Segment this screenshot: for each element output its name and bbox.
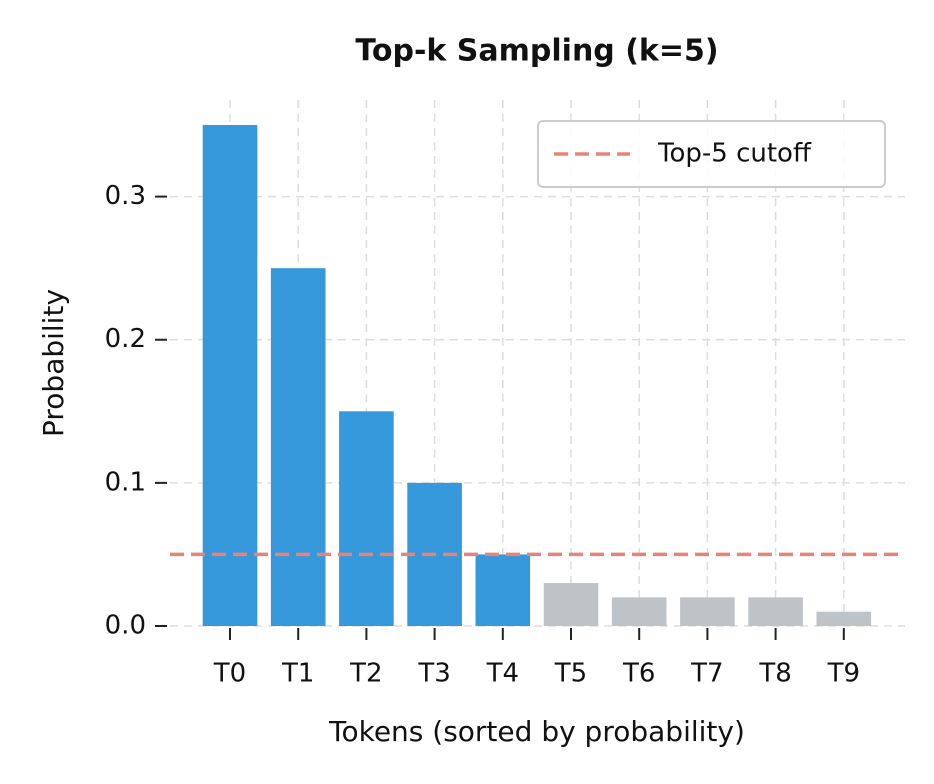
- y-tick-label: 0.3: [105, 181, 146, 211]
- bar: [543, 583, 599, 626]
- x-tick-label: T7: [690, 659, 723, 689]
- bar: [270, 268, 326, 626]
- bar: [816, 611, 872, 626]
- legend-label: Top-5 cutoff: [657, 139, 812, 169]
- y-tick-label: 0.1: [105, 467, 146, 497]
- x-tick-label: T0: [213, 659, 246, 689]
- x-tick-label: T8: [758, 659, 791, 689]
- x-tick-label: T1: [281, 659, 314, 689]
- bar: [748, 597, 803, 626]
- x-tick-label: T6: [622, 659, 655, 689]
- x-tick-label: T2: [349, 659, 382, 689]
- bar: [680, 597, 735, 626]
- x-tick-label: T9: [827, 659, 860, 689]
- x-tick-label: T4: [486, 659, 519, 689]
- legend-box: [537, 120, 886, 188]
- x-axis-label: Tokens (sorted by probability): [328, 715, 745, 748]
- bar: [339, 411, 394, 626]
- bar: [475, 554, 531, 626]
- bar: [202, 125, 258, 627]
- x-tick-label: T3: [417, 659, 450, 689]
- y-tick-label: 0.2: [105, 324, 146, 354]
- y-tick-label: 0.0: [105, 611, 146, 641]
- y-axis-label: Probability: [37, 289, 70, 437]
- x-tick-label: T5: [554, 659, 587, 689]
- bar: [611, 597, 667, 626]
- chart-title: Top-k Sampling (k=5): [355, 34, 718, 69]
